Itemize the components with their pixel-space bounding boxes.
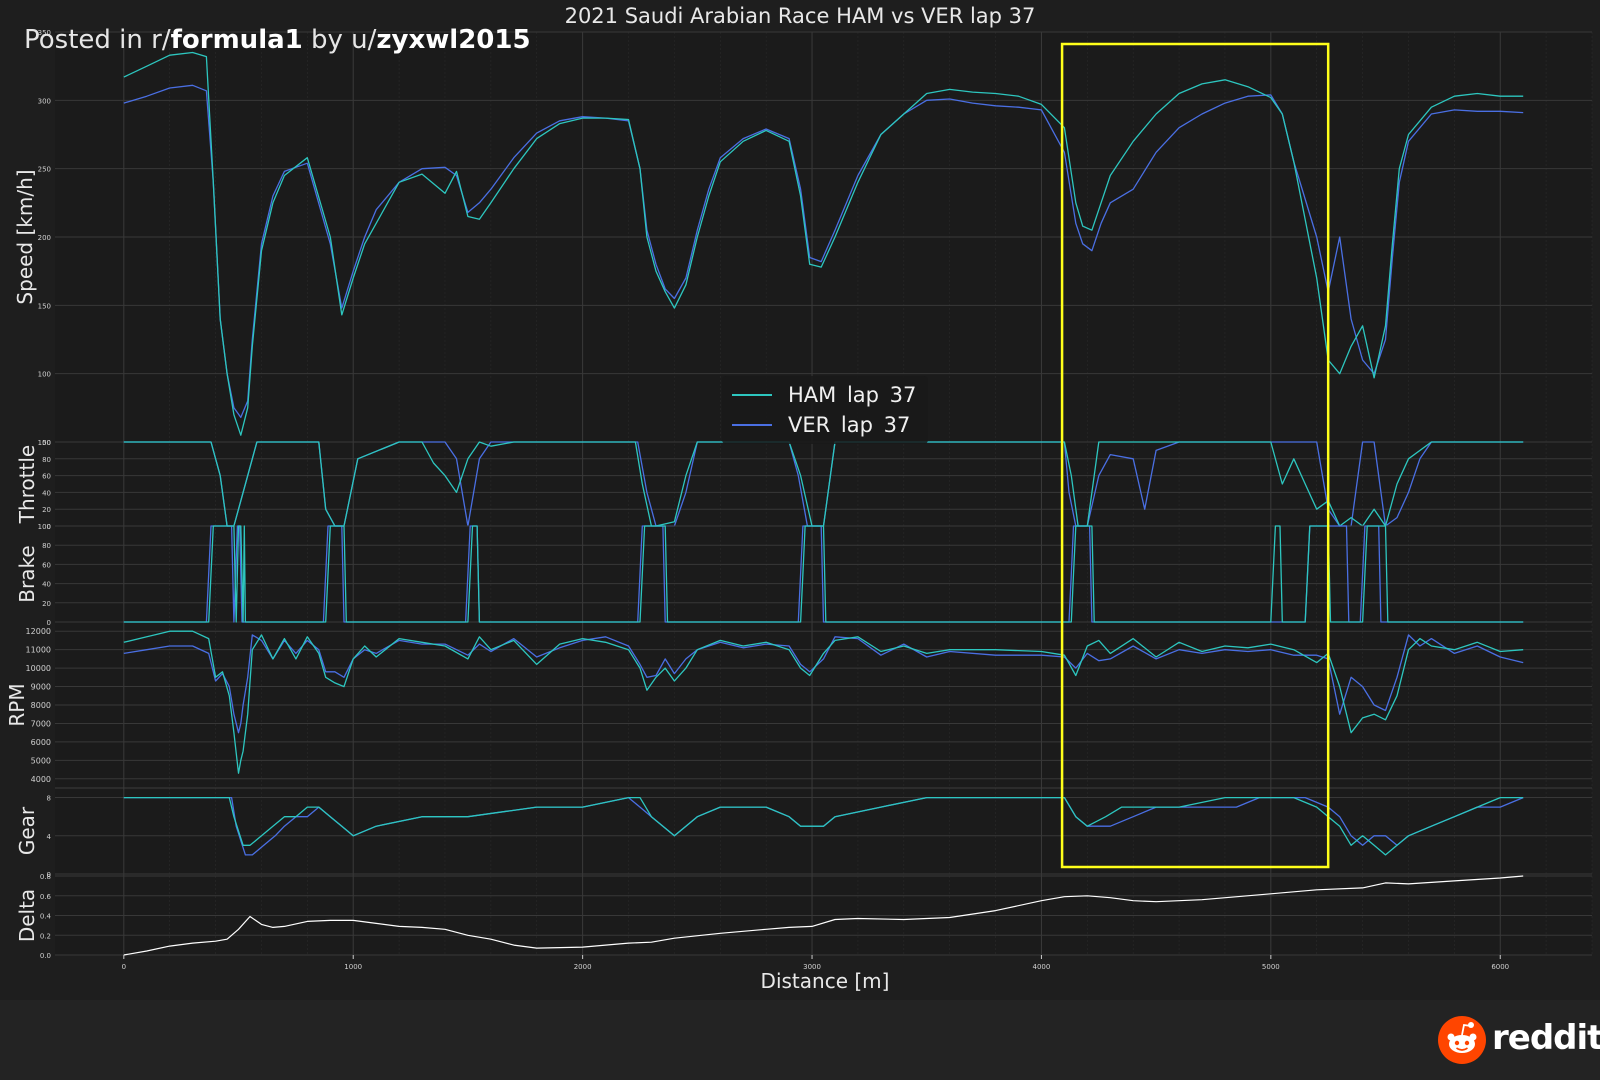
y-tick-label: 0.8: [40, 873, 51, 881]
y-tick-label: 40: [42, 489, 51, 497]
y-tick-label: 6000: [31, 738, 51, 747]
y-tick-label: 0.4: [40, 913, 52, 921]
ham-line: [123, 51, 1524, 436]
plot-area: [55, 32, 1592, 955]
legend-swatch-ham: [732, 394, 772, 396]
reddit-wordmark[interactable]: reddit: [1492, 1018, 1600, 1058]
y-tick-label: 50: [42, 439, 51, 447]
y-tick-label: 350: [38, 29, 51, 37]
user-prefix: u/: [351, 25, 377, 55]
y-tick-label: 5000: [31, 756, 51, 765]
y-tick-label: 9000: [31, 683, 51, 692]
y-tick-label: 100: [38, 439, 51, 447]
y-tick-label: 0: [47, 619, 51, 627]
y-tick-label: 80: [42, 456, 51, 464]
y-axis-label: Throttle: [15, 445, 39, 524]
ver-line: [123, 84, 1524, 419]
x-tick-label: 3000: [803, 963, 821, 971]
x-tick-label: 0: [122, 963, 126, 971]
ver-line: [123, 634, 1524, 734]
reddit-snoo-icon[interactable]: [1438, 1016, 1486, 1064]
y-tick-label: 0.6: [40, 893, 52, 901]
y-axis-label: RPM: [5, 683, 29, 726]
y-tick-label: 100: [38, 523, 51, 531]
telemetry-chart: 2021 Saudi Arabian Race HAM vs VER lap 3…: [5, 4, 1593, 993]
x-axis-label: Distance [m]: [761, 969, 890, 993]
legend-entry-ham: HAM lap 37: [732, 380, 928, 410]
y-tick-label: 300: [38, 97, 51, 105]
y-axis-label: Gear: [15, 806, 39, 855]
y-tick-label: 0: [47, 523, 51, 531]
posted-in-text: Posted in: [24, 25, 152, 55]
post-attribution: Posted in r/formula1 by u/zyxwl2015: [24, 20, 531, 60]
y-tick-label: 8000: [31, 701, 51, 710]
delta-line: [123, 875, 1524, 956]
y-axis-label: Delta: [15, 889, 39, 942]
y-tick-label: 20: [42, 506, 51, 514]
legend-swatch-ver: [732, 424, 772, 426]
y-tick-label: 4: [47, 833, 52, 841]
subreddit-link[interactable]: formula1: [170, 25, 303, 55]
y-tick-label: 0.0: [40, 952, 51, 960]
x-tick-label: 5000: [1262, 963, 1280, 971]
y-tick-label: 10000: [26, 664, 51, 673]
highlight-box: [1060, 42, 1330, 869]
x-tick-label: 6000: [1491, 963, 1509, 971]
y-tick-label: 40: [42, 581, 51, 589]
legend-entry-ver: VER lap 37: [732, 410, 928, 440]
y-tick-label: 11000: [26, 646, 51, 655]
subreddit-prefix: r/: [151, 25, 171, 55]
username-link[interactable]: zyxwl2015: [376, 25, 531, 55]
y-tick-label: 200: [38, 234, 51, 242]
x-tick-label: 4000: [1033, 963, 1051, 971]
by-text: by: [302, 25, 352, 55]
chart-title: 2021 Saudi Arabian Race HAM vs VER lap 3…: [565, 4, 1036, 28]
y-tick-label: 150: [38, 302, 51, 310]
y-tick-label: 12000: [26, 627, 51, 636]
y-tick-label: 7000: [31, 719, 51, 728]
legend-label-ver: VER lap 37: [788, 413, 911, 437]
y-tick-label: 20: [42, 600, 51, 608]
y-tick-label: 0: [47, 871, 51, 879]
panel-2: 0 20 40 60 80 100 Brake: [15, 523, 1592, 627]
ham-line: [123, 630, 1524, 774]
panel-3: 4000 5000 6000 7000 8000 9000 10000 11000 12000 R…: [5, 627, 1592, 789]
y-tick-label: 8: [47, 795, 51, 803]
y-tick-label: 60: [42, 561, 51, 569]
y-tick-label: 100: [38, 371, 51, 379]
x-tick-label: 1000: [344, 963, 362, 971]
y-axis-label: Speed [km/h]: [13, 169, 37, 304]
reddit-footer: [0, 1000, 1600, 1080]
ham-line: [123, 796, 1524, 856]
y-tick-label: 250: [38, 166, 51, 174]
y-tick-label: 80: [42, 542, 51, 550]
y-tick-label: 60: [42, 473, 51, 481]
y-axis-label: Brake: [15, 545, 39, 602]
ham-line: [123, 441, 1524, 527]
y-tick-label: 0.2: [40, 932, 51, 940]
chart-legend: HAM lap 37 VER lap 37: [722, 376, 928, 444]
x-tick-label: 2000: [574, 963, 592, 971]
chart-frame: 2021 Saudi Arabian Race HAM vs VER lap 3…: [5, 4, 1593, 993]
ham-line: [123, 525, 1524, 623]
y-tick-label: 4000: [31, 775, 51, 784]
legend-label-ham: HAM lap 37: [788, 383, 917, 407]
panel-4: 0 4 8 Gear: [15, 795, 1592, 879]
